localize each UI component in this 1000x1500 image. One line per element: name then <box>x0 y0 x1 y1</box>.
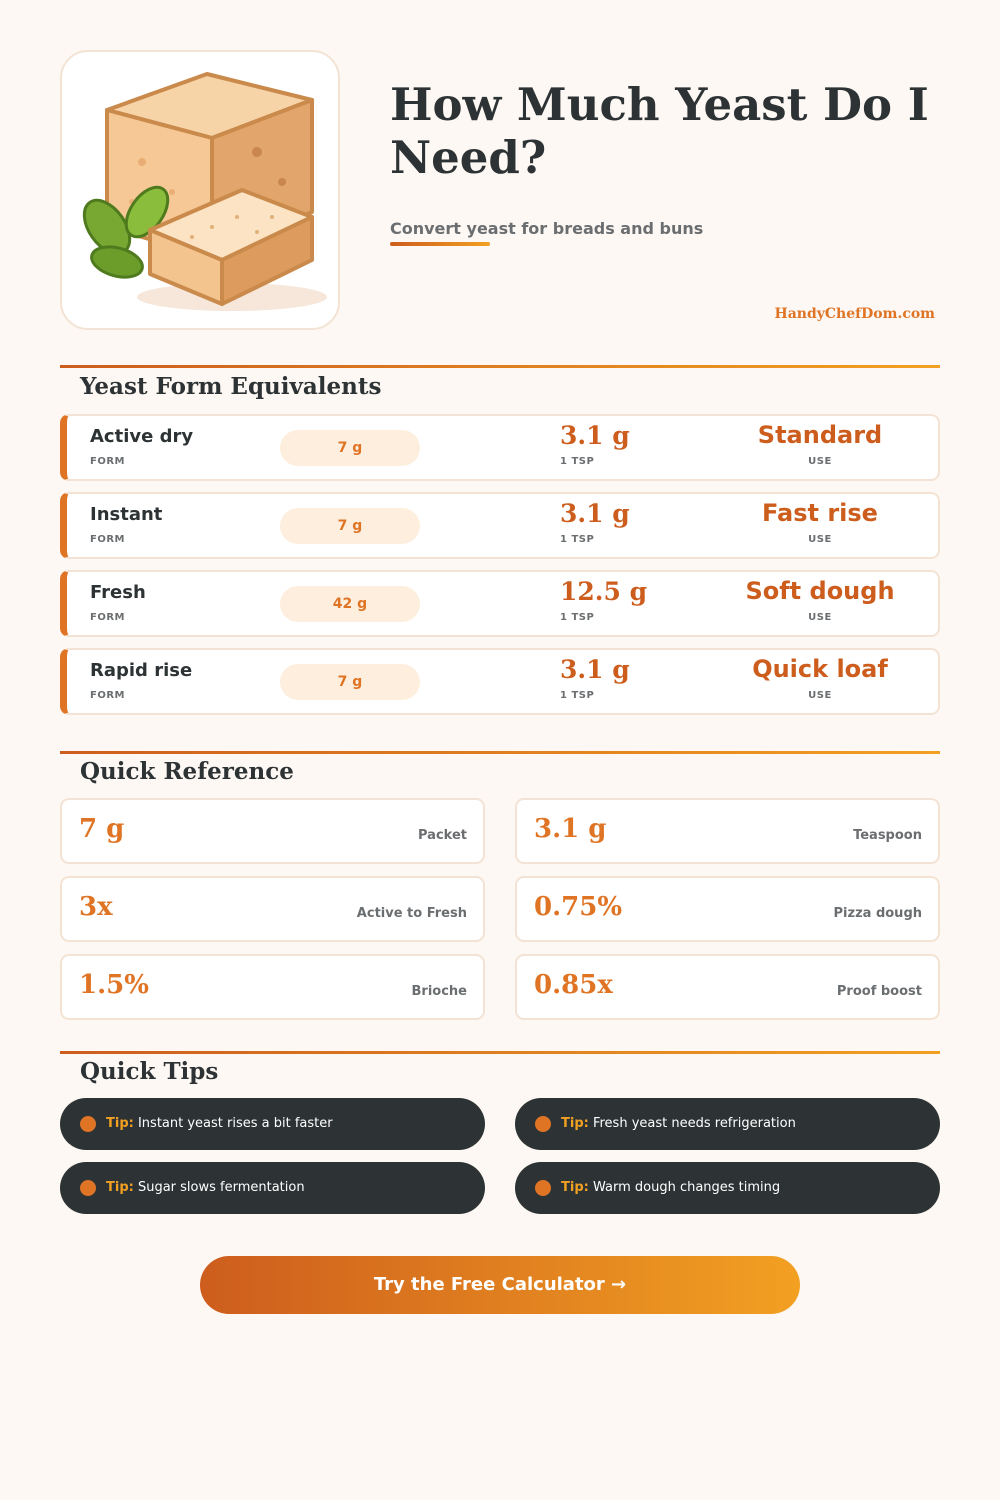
packet-amount-pill: 7 g <box>280 664 420 700</box>
tsp-caption: 1 TSP <box>560 690 595 701</box>
reference-value: 0.75% <box>534 892 623 922</box>
page-title: How Much Yeast Do I Need? <box>390 78 929 184</box>
dot-icon <box>535 1116 551 1132</box>
subtitle-underline <box>390 242 490 246</box>
yeast-block-illustration <box>82 72 327 311</box>
use-caption: USE <box>808 534 832 545</box>
packet-amount-pill: 7 g <box>280 430 420 466</box>
form-caption: FORM <box>90 612 125 623</box>
reference-label: Pizza dough <box>833 906 922 921</box>
tip-text: Tip: Warm dough changes timing <box>561 1180 780 1195</box>
tsp-value: 3.1 g <box>560 655 630 684</box>
reference-label: Brioche <box>411 984 468 999</box>
tip-pill: Tip: Warm dough changes timing <box>515 1162 940 1214</box>
section-divider <box>60 1051 940 1054</box>
use-caption: USE <box>808 456 832 467</box>
equivalents-row: Rapid rise FORM 7 g 3.1 g 1 TSP Quick lo… <box>60 648 940 715</box>
equivalents-row: Instant FORM 7 g 3.1 g 1 TSP Fast rise U… <box>60 492 940 559</box>
tip-body: Warm dough changes timing <box>592 1180 781 1195</box>
use-value: Fast rise <box>762 499 878 527</box>
tip-text: Tip: Sugar slows fermentation <box>106 1180 305 1195</box>
tsp-value: 3.1 g <box>560 499 630 528</box>
reference-label: Teaspoon <box>853 828 922 843</box>
form-name: Rapid rise <box>90 660 193 681</box>
dot-icon <box>80 1180 96 1196</box>
free-calculator-button[interactable]: Try the Free Calculator → <box>200 1256 800 1314</box>
tips-title: Quick Tips <box>80 1058 219 1085</box>
reference-card: 3x Active to Fresh <box>60 876 485 942</box>
tip-prefix: Tip: <box>561 1116 589 1131</box>
form-name: Fresh <box>90 582 146 603</box>
tsp-caption: 1 TSP <box>560 612 595 623</box>
use-value: Quick loaf <box>752 655 888 683</box>
tip-prefix: Tip: <box>561 1180 589 1195</box>
equivalents-title: Yeast Form Equivalents <box>80 373 382 400</box>
tip-body: Instant yeast rises a bit faster <box>137 1116 333 1131</box>
reference-card: 1.5% Brioche <box>60 954 485 1020</box>
reference-label: Packet <box>418 828 467 843</box>
tsp-caption: 1 TSP <box>560 534 595 545</box>
reference-card: 3.1 g Teaspoon <box>515 798 940 864</box>
tip-pill: Tip: Instant yeast rises a bit faster <box>60 1098 485 1150</box>
tip-text: Tip: Instant yeast rises a bit faster <box>106 1116 333 1131</box>
reference-card: 0.75% Pizza dough <box>515 876 940 942</box>
form-name: Active dry <box>90 426 194 447</box>
packet-amount-pill: 7 g <box>280 508 420 544</box>
packet-amount-pill: 42 g <box>280 586 420 622</box>
brand-link[interactable]: HandyChefDom.com <box>774 306 936 322</box>
equivalents-row: Fresh FORM 42 g 12.5 g 1 TSP Soft dough … <box>60 570 940 637</box>
reference-value: 3.1 g <box>534 814 607 844</box>
tsp-value: 12.5 g <box>560 577 648 606</box>
tip-body: Sugar slows fermentation <box>137 1180 305 1195</box>
tip-prefix: Tip: <box>106 1116 134 1131</box>
tip-pill: Tip: Sugar slows fermentation <box>60 1162 485 1214</box>
form-caption: FORM <box>90 456 125 467</box>
tip-text: Tip: Fresh yeast needs refrigeration <box>561 1116 796 1131</box>
tip-prefix: Tip: <box>106 1180 134 1195</box>
reference-title: Quick Reference <box>80 758 294 785</box>
use-caption: USE <box>808 612 832 623</box>
reference-label: Active to Fresh <box>356 906 467 921</box>
use-caption: USE <box>808 690 832 701</box>
form-caption: FORM <box>90 690 125 701</box>
reference-value: 7 g <box>79 814 125 844</box>
reference-card: 0.85x Proof boost <box>515 954 940 1020</box>
tip-pill: Tip: Fresh yeast needs refrigeration <box>515 1098 940 1150</box>
hero-image-card <box>60 50 340 330</box>
reference-value: 3x <box>79 892 113 922</box>
page-subtitle: Convert yeast for breads and buns <box>390 219 704 238</box>
tip-body: Fresh yeast needs refrigeration <box>592 1116 796 1131</box>
reference-label: Proof boost <box>836 984 922 999</box>
equivalents-row: Active dry FORM 7 g 3.1 g 1 TSP Standard… <box>60 414 940 481</box>
section-divider <box>60 365 940 368</box>
use-value: Standard <box>757 421 883 449</box>
tsp-caption: 1 TSP <box>560 456 595 467</box>
dot-icon <box>80 1116 96 1132</box>
form-name: Instant <box>90 504 163 525</box>
use-value: Soft dough <box>745 577 895 605</box>
reference-card: 7 g Packet <box>60 798 485 864</box>
reference-value: 1.5% <box>79 970 149 1000</box>
section-divider <box>60 751 940 754</box>
tsp-value: 3.1 g <box>560 421 630 450</box>
reference-value: 0.85x <box>534 970 613 1000</box>
form-caption: FORM <box>90 534 125 545</box>
dot-icon <box>535 1180 551 1196</box>
